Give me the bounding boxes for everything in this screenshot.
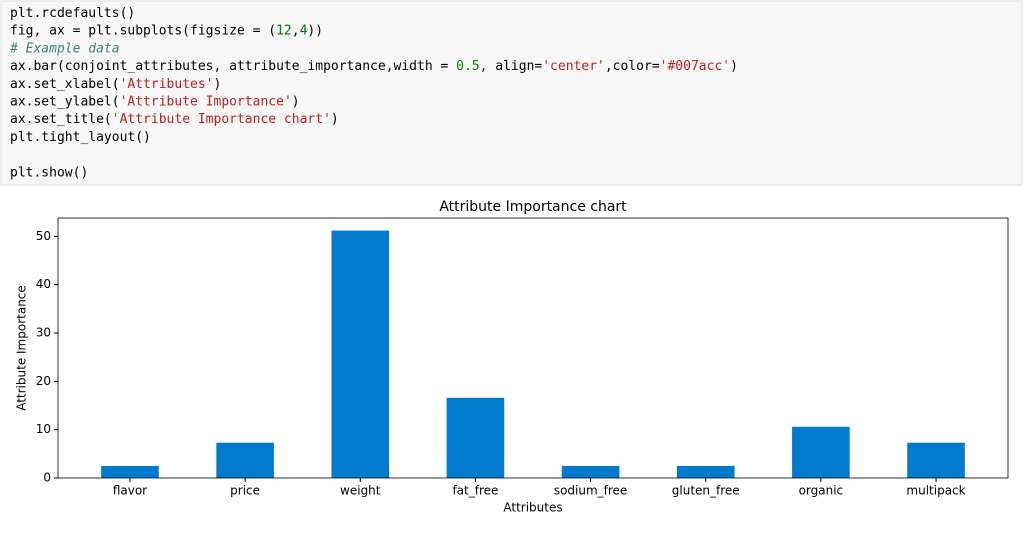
y-tick-label: 30 bbox=[36, 326, 51, 340]
code-token: ) bbox=[292, 94, 300, 109]
y-tick-label: 10 bbox=[36, 422, 51, 436]
bar bbox=[907, 442, 965, 478]
code-token: ax.set_xlabel( bbox=[10, 76, 120, 91]
code-token: ) bbox=[730, 59, 738, 74]
x-tick-label: gluten_free bbox=[672, 484, 740, 498]
x-tick-label: organic bbox=[799, 484, 844, 498]
code-token: ax.set_ylabel( bbox=[10, 94, 120, 109]
code-line: plt.rcdefaults() bbox=[10, 6, 135, 21]
bar bbox=[446, 397, 505, 478]
x-tick-label: sodium_free bbox=[554, 484, 628, 498]
code-line: # Example data bbox=[9, 41, 120, 56]
code-line: plt.show() bbox=[10, 165, 88, 180]
x-tick-label: multipack bbox=[906, 484, 965, 498]
code-token: ) bbox=[214, 76, 222, 91]
x-tick-label: fat_free bbox=[452, 484, 498, 498]
code-token: 'center' bbox=[542, 59, 605, 74]
bar bbox=[792, 426, 850, 478]
bar bbox=[101, 465, 159, 478]
code-line: ax.set_ylabel('Attribute Importance') bbox=[10, 94, 300, 109]
code-token: '#007acc' bbox=[660, 59, 730, 74]
y-tick-label: 20 bbox=[36, 374, 51, 388]
code-token: fig, ax = plt.subplots(figsize = ( bbox=[10, 23, 276, 38]
code-token: 'Attribute Importance' bbox=[120, 94, 292, 109]
code-token: plt.tight_layout() bbox=[10, 129, 151, 144]
x-tick-label: flavor bbox=[113, 484, 147, 498]
chart-title: Attribute Importance chart bbox=[439, 199, 627, 215]
code-line: ax.set_xlabel('Attributes') bbox=[10, 76, 221, 91]
code-token: 0.5 bbox=[456, 59, 479, 74]
code-line: ax.set_title('Attribute Importance chart… bbox=[10, 112, 339, 127]
code-token: )) bbox=[307, 23, 323, 38]
code-line: plt.tight_layout() bbox=[10, 129, 151, 144]
y-tick-label: 50 bbox=[36, 229, 51, 243]
code-block: plt.rcdefaults() fig, ax = plt.subplots(f… bbox=[9, 6, 738, 180]
code-token: , align= bbox=[480, 59, 543, 74]
plot-frame bbox=[57, 217, 1009, 479]
code-token: , bbox=[292, 23, 300, 38]
x-tick-label: price bbox=[230, 484, 260, 498]
x-axis-label: Attributes bbox=[503, 501, 562, 515]
bar bbox=[561, 465, 620, 478]
code-token: plt.rcdefaults() bbox=[10, 6, 135, 21]
code-token: ,color= bbox=[605, 59, 660, 74]
code-line: fig, ax = plt.subplots(figsize = (12,4)) bbox=[10, 23, 323, 38]
bar bbox=[331, 230, 390, 478]
code-token: ) bbox=[331, 112, 339, 127]
y-tick-label: 40 bbox=[36, 277, 51, 291]
bar bbox=[216, 442, 274, 478]
code-token: 'Attributes' bbox=[120, 76, 214, 91]
code-token: 'Attribute Importance chart' bbox=[112, 112, 331, 127]
code-token: ax.bar(conjoint_attributes, attribute_im… bbox=[10, 59, 456, 74]
code-token: 12 bbox=[276, 23, 292, 38]
code-token: 4 bbox=[300, 23, 308, 38]
code-token: ax.set_title( bbox=[10, 112, 112, 127]
code-cell[interactable] bbox=[0, 0, 1023, 186]
y-axis-label: Attribute Importance bbox=[15, 285, 29, 411]
x-tick-label: weight bbox=[340, 484, 381, 498]
bar bbox=[676, 465, 735, 478]
code-line: ax.bar(conjoint_attributes, attribute_im… bbox=[10, 59, 738, 74]
code-token: plt.show() bbox=[10, 165, 88, 180]
code-token: # Example data bbox=[9, 41, 120, 56]
y-tick-label: 0 bbox=[43, 471, 51, 485]
